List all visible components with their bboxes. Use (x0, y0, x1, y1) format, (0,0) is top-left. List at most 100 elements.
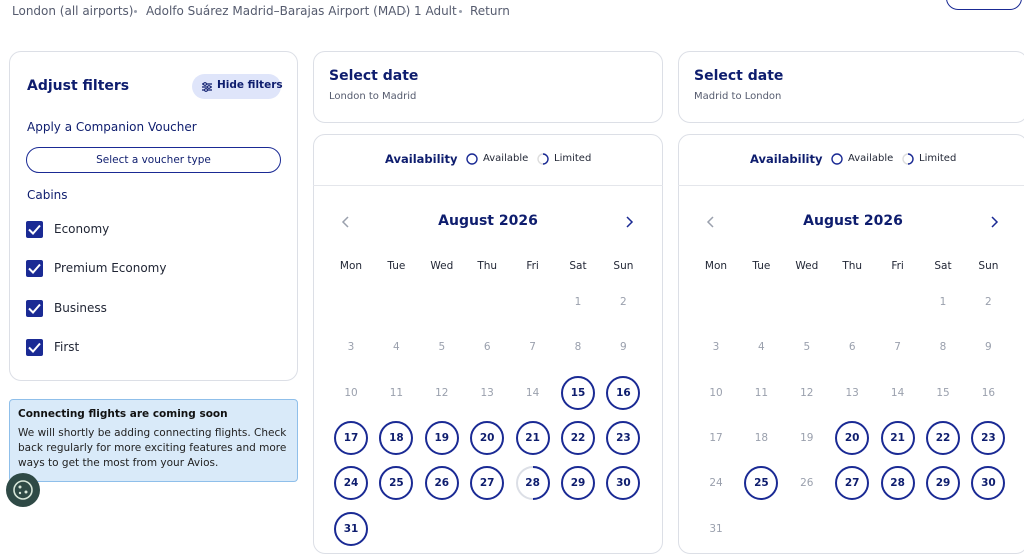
date-cell: 16 (981, 386, 996, 399)
date-cell[interactable]: 18 (379, 420, 414, 455)
date-cell: 13 (480, 386, 494, 399)
voucher-button[interactable]: Select a voucher type (26, 147, 281, 173)
date-cell[interactable]: 29 (926, 466, 960, 501)
limited-icon (902, 153, 914, 165)
date-cell[interactable]: 23 (606, 420, 641, 455)
date-cell[interactable]: 22 (561, 420, 595, 455)
date-cell[interactable]: 25 (744, 466, 779, 501)
date-cell: 7 (894, 341, 901, 354)
date-cell: 2 (620, 296, 627, 308)
notice-line: ways to get the most from your Avios. (18, 457, 219, 469)
date-cell[interactable]: 20 (835, 420, 870, 455)
date-cell[interactable]: 16 (606, 375, 641, 410)
date-cell[interactable]: 21 (515, 420, 550, 455)
legend-limited: Limited (554, 153, 592, 164)
date-cell[interactable]: 20 (470, 420, 505, 455)
date-cell[interactable]: 30 (606, 466, 641, 501)
separator-line (678, 185, 1024, 186)
notice-line: back regularly for more exciting feature… (18, 442, 287, 454)
separator (134, 10, 137, 13)
available-icon (831, 153, 843, 165)
cabin-checkbox[interactable] (26, 260, 43, 277)
filters-title: Adjust filters (27, 78, 130, 94)
weekday: Mon (704, 260, 728, 272)
edit-search-button[interactable]: Edit search (946, 0, 1022, 10)
cookie-button[interactable] (5, 472, 41, 508)
date-cell[interactable]: 15 (561, 375, 595, 410)
date-cell[interactable]: 26 (424, 466, 459, 501)
date-cell[interactable]: 22 (926, 420, 960, 455)
date-cell[interactable]: 28 (880, 466, 915, 501)
page: London (all airports) Adolfo Suárez Madr… (5, 0, 1024, 554)
cabin-checkbox[interactable] (26, 221, 43, 238)
passengers: 1 Adult (414, 4, 457, 18)
date-cell: 2 (985, 296, 992, 308)
weekday: Fri (891, 260, 904, 272)
weekday: Thu (477, 260, 498, 272)
notice-line: We will shortly be adding connecting fli… (18, 427, 287, 439)
weekday: Sat (934, 260, 952, 272)
check-mark (28, 303, 41, 314)
date-cell: 31 (709, 522, 723, 535)
date-cell: 1 (939, 296, 947, 308)
date-cell[interactable]: 19 (424, 420, 459, 455)
date-cell[interactable]: 24 (334, 466, 368, 501)
route: Madrid to London (694, 91, 782, 102)
cabin-checkbox[interactable] (26, 339, 43, 356)
cabin-label: Premium Economy (54, 261, 167, 275)
next-month[interactable] (989, 216, 999, 228)
select-date-card (678, 51, 1024, 123)
route: London to Madrid (329, 91, 417, 102)
date-cell: 14 (890, 386, 905, 399)
cabin-label: Business (54, 301, 107, 315)
date-cell: 1 (574, 296, 582, 308)
date-cell[interactable]: 27 (470, 466, 505, 501)
date-cell: 9 (985, 341, 992, 354)
date-cell: 6 (848, 341, 856, 354)
date-cell[interactable]: 30 (971, 466, 1006, 501)
separator (459, 10, 462, 13)
date-cell[interactable]: 25 (379, 466, 414, 501)
date-cell[interactable]: 28 (525, 477, 540, 490)
destination: Adolfo Suárez Madrid–Barajas Airport (MA… (146, 4, 411, 18)
separator (403, 10, 406, 13)
weekday: Wed (795, 260, 819, 272)
date-cell: 6 (483, 341, 491, 354)
origin: London (all airports) (12, 4, 134, 18)
date-cell: 10 (344, 386, 358, 399)
date-cell[interactable]: 17 (334, 420, 368, 455)
limited-icon (537, 153, 549, 165)
date-cell: 10 (709, 386, 723, 399)
limited-ring (515, 466, 550, 501)
date-cell: 8 (574, 341, 582, 354)
check-mark (28, 342, 41, 353)
date-cell[interactable]: 27 (835, 466, 870, 501)
availability-label: Availability (750, 152, 823, 166)
date-cell: 13 (845, 386, 859, 399)
weekday: Tue (752, 260, 771, 272)
select-date-heading: Select date (694, 68, 784, 84)
date-cell: 4 (758, 341, 765, 354)
date-cell: 26 (800, 477, 814, 490)
date-cell[interactable]: 29 (561, 466, 595, 501)
weekday: Sun (613, 260, 634, 272)
notice-box (9, 399, 298, 482)
date-cell: 11 (754, 386, 769, 399)
date-cell: 5 (803, 341, 811, 354)
weekday: Tue (387, 260, 406, 272)
date-cell[interactable]: 21 (880, 420, 915, 455)
cabin-label: Economy (54, 222, 110, 236)
legend-available: Available (848, 153, 894, 164)
next-month[interactable] (624, 216, 634, 228)
date-cell: 8 (939, 341, 947, 354)
check-mark (28, 224, 41, 235)
cabin-checkbox[interactable] (26, 300, 43, 317)
date-cell: 12 (435, 386, 449, 399)
hide-filters-button[interactable]: Hide filters (192, 74, 283, 99)
weekday: Sat (569, 260, 587, 272)
date-cell[interactable]: 23 (971, 420, 1006, 455)
date-cell: 12 (800, 386, 814, 399)
date-cell[interactable]: 31 (334, 511, 368, 546)
select-date-heading: Select date (329, 68, 419, 84)
trip-type: Return (470, 4, 510, 18)
